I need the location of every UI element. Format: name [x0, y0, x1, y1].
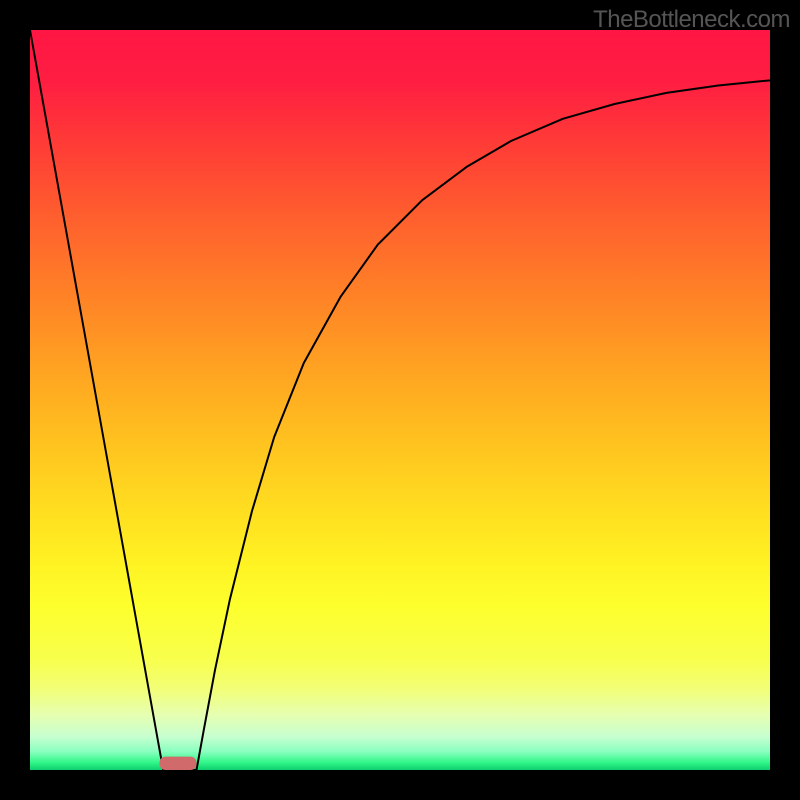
watermark-text: TheBottleneck.com	[593, 6, 790, 34]
minimum-marker	[160, 757, 197, 770]
bottleneck-chart	[0, 0, 800, 800]
plot-background	[30, 30, 770, 770]
chart-container: TheBottleneck.com	[0, 0, 800, 800]
